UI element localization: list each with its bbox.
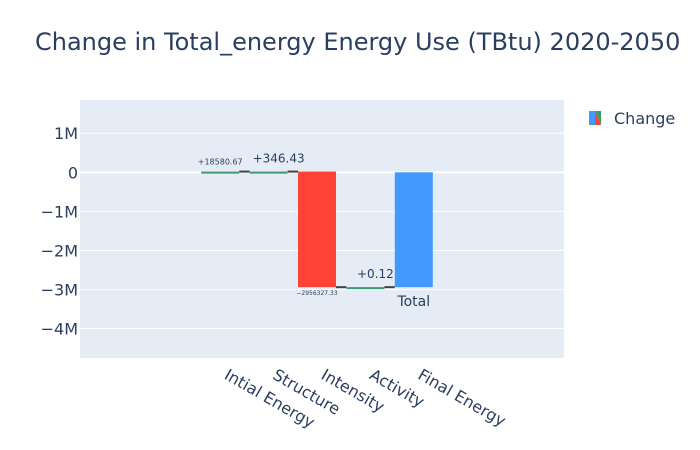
bar-increasing[interactable] (346, 287, 385, 290)
bars (201, 171, 433, 290)
data-label: +0.12 (357, 267, 394, 281)
chart-title: Change in Total_energy Energy Use (TBtu)… (35, 28, 680, 56)
x-tick-label: Final Energy (415, 365, 509, 430)
data-label: −2956327.33 (296, 290, 337, 297)
y-tick-label: −1M (41, 202, 78, 221)
connector-lines (239, 170, 395, 289)
data-label: +18580.67 (198, 158, 243, 167)
y-axis-tick-labels: 1M 0 −1M −2M −3M −4M (41, 124, 78, 338)
y-tick-label: 0 (68, 163, 78, 182)
bar-increasing[interactable] (249, 171, 288, 174)
data-label: +346.43 (253, 152, 305, 166)
y-tick-label: −2M (41, 242, 78, 261)
legend-label: Change (614, 109, 675, 128)
data-label: Total (396, 294, 430, 310)
y-tick-label: −3M (41, 281, 78, 300)
legend-swatch-icon (589, 111, 601, 125)
bar-decreasing[interactable] (298, 171, 336, 288)
legend[interactable]: Change (589, 109, 675, 128)
bar-increasing[interactable] (201, 171, 240, 174)
y-tick-label: 1M (54, 124, 78, 143)
bar-total[interactable] (394, 172, 433, 288)
y-tick-label: −4M (41, 320, 78, 339)
x-axis-tick-labels: Intial EnergyStructureIntensityActivityF… (221, 365, 509, 432)
